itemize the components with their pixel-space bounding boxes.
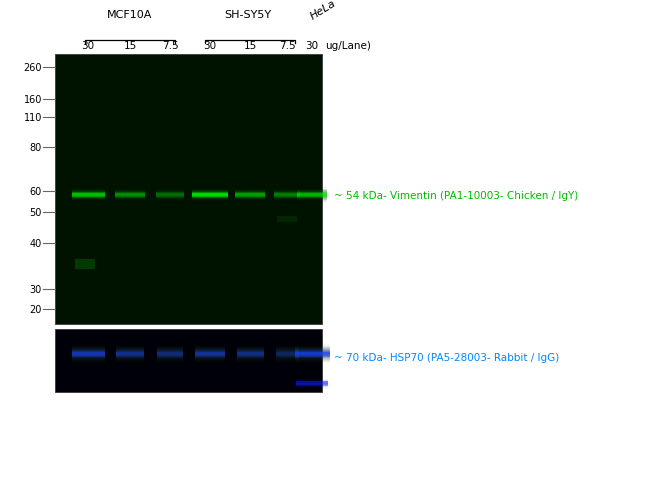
Text: 80: 80 xyxy=(30,143,42,152)
Text: 60: 60 xyxy=(30,187,42,197)
Text: 7.5: 7.5 xyxy=(162,41,178,51)
Text: SH-SY5Y: SH-SY5Y xyxy=(224,10,272,20)
Text: HeLa: HeLa xyxy=(308,0,337,22)
Text: MCF10A: MCF10A xyxy=(107,10,153,20)
Text: 40: 40 xyxy=(30,239,42,248)
Text: ug/Lane): ug/Lane) xyxy=(325,41,371,51)
Text: 110: 110 xyxy=(23,113,42,123)
Text: 50: 50 xyxy=(30,208,42,217)
Text: 30: 30 xyxy=(306,41,318,51)
Text: 30: 30 xyxy=(203,41,216,51)
Text: 30: 30 xyxy=(81,41,94,51)
Text: 15: 15 xyxy=(243,41,257,51)
Text: 7.5: 7.5 xyxy=(279,41,295,51)
Bar xyxy=(55,329,322,392)
Text: ~ 54 kDa- Vimentin (PA1-10003- Chicken / IgY): ~ 54 kDa- Vimentin (PA1-10003- Chicken /… xyxy=(334,191,578,200)
Text: 30: 30 xyxy=(30,285,42,294)
Text: 260: 260 xyxy=(23,63,42,73)
Text: 15: 15 xyxy=(124,41,136,51)
Bar xyxy=(55,55,322,324)
Text: ~ 70 kDa- HSP70 (PA5-28003- Rabbit / IgG): ~ 70 kDa- HSP70 (PA5-28003- Rabbit / IgG… xyxy=(334,352,559,362)
Text: 160: 160 xyxy=(23,95,42,105)
Text: 20: 20 xyxy=(30,304,42,314)
